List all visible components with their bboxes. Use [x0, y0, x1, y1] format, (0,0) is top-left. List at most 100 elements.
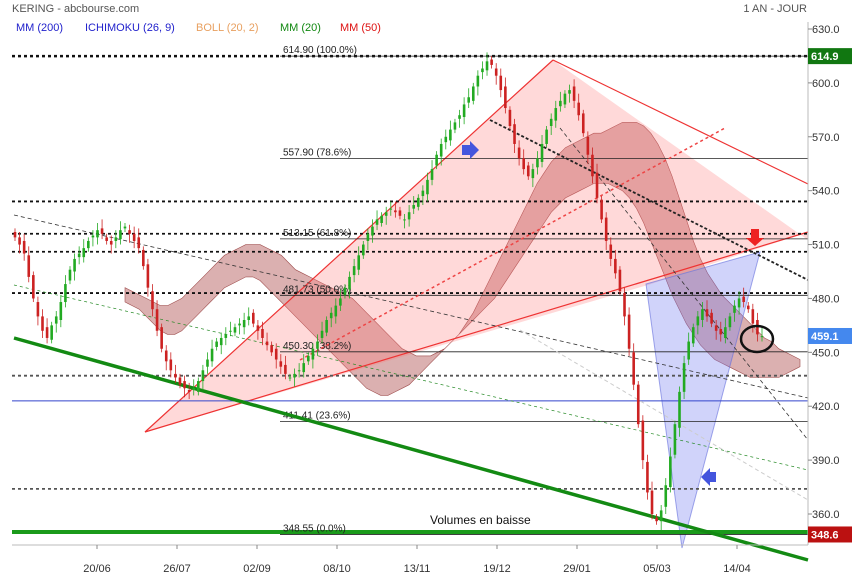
low-price-badge-bg	[808, 526, 852, 543]
fib-label-5: 411.41 (23.6%)	[283, 411, 351, 422]
highlight-circle	[739, 324, 775, 354]
candle-body-113	[531, 169, 535, 179]
high-price-badge-bg	[808, 48, 852, 65]
candle-body-131	[614, 258, 617, 274]
y-tick-label-2: 420.0	[812, 401, 840, 413]
candle-body-60	[288, 377, 292, 379]
candle-body-103	[485, 61, 489, 71]
candle-body-88	[416, 197, 420, 207]
x-tick-label-6: 29/01	[563, 563, 591, 575]
candle-body-157	[733, 305, 736, 313]
candle-body-130	[609, 244, 613, 259]
candle-body-55	[265, 341, 269, 346]
candle-body-108	[508, 109, 512, 126]
candle-body-35	[174, 373, 177, 378]
candle-body-51	[247, 316, 251, 320]
candle-body-136	[636, 384, 640, 425]
candle-body-106	[499, 75, 503, 91]
candle-body-69	[329, 312, 333, 319]
candle-body-95	[449, 129, 452, 141]
candle-body-78	[371, 226, 374, 236]
candle-body-119	[559, 100, 562, 107]
y-tick-label-8: 600.0	[812, 78, 840, 90]
legend-mm50[interactable]: MM (50)	[340, 22, 381, 34]
candle-body-18	[96, 230, 99, 238]
candle-body-61	[293, 373, 296, 378]
fib-label-1: 557.90 (78.6%)	[283, 148, 351, 159]
candles	[13, 52, 764, 531]
y-axis: 360.0 390.0 420.0 450.0 480.0 510.0 540.0 570.0…	[807, 22, 840, 545]
candle-body-117	[549, 118, 553, 126]
red-dashed-trend	[299, 127, 726, 361]
candle-body-76	[361, 244, 365, 256]
candle-body-14	[77, 253, 81, 258]
y-tick-label-4: 480.0	[812, 293, 840, 305]
candle-body-155	[724, 327, 727, 338]
x-tick-label-3: 08/10	[323, 563, 351, 575]
candle-body-139	[650, 490, 654, 514]
chart-markers: Volumes en baisse	[430, 141, 775, 527]
candle-body-0	[13, 231, 17, 238]
candle-body-28	[142, 249, 145, 267]
high-price-badge-label: 614.9	[811, 51, 839, 63]
candle-body-91	[430, 169, 434, 180]
candle-body-94	[444, 136, 448, 143]
candle-body-19	[100, 228, 104, 234]
black-dashed-trend-3	[559, 127, 809, 441]
fib-label-3: 481.73 (50.0%)	[283, 284, 351, 295]
candle-body-34	[169, 359, 173, 371]
candle-body-133	[623, 293, 626, 317]
blue-arrow-right-icon	[462, 141, 479, 159]
candle-body-43	[210, 348, 214, 362]
candle-body-128	[600, 199, 603, 220]
candle-body-45	[219, 337, 223, 346]
candle-body-101	[476, 75, 480, 87]
x-tick-label-4: 13/11	[404, 563, 431, 575]
candle-body-2	[22, 240, 26, 254]
candle-body-125	[586, 136, 590, 155]
candle-body-132	[618, 269, 622, 292]
candle-body-93	[439, 143, 443, 157]
candle-body-33	[164, 350, 168, 362]
candle-body-44	[215, 341, 218, 347]
legend-ichimoku[interactable]: ICHIMOKU (26, 9)	[85, 22, 175, 34]
legend-mm20[interactable]: MM (20)	[280, 22, 321, 34]
candle-body-102	[481, 68, 484, 73]
candle-body-13	[73, 258, 76, 272]
blue-reversal-zone	[645, 251, 761, 549]
candle-body-32	[160, 327, 163, 349]
candle-body-72	[343, 287, 347, 295]
candle-body-58	[279, 361, 283, 367]
candle-body-73	[348, 276, 351, 290]
candle-body-114	[536, 158, 539, 168]
candle-body-90	[426, 179, 429, 195]
triangle-zones	[144, 59, 809, 549]
candle-body-4	[32, 275, 35, 299]
candle-body-99	[467, 97, 470, 103]
candle-body-41	[201, 370, 205, 382]
candle-body-23	[119, 230, 122, 240]
wedge-resistance-line	[552, 59, 809, 185]
candle-body-135	[632, 352, 635, 385]
candle-body-104	[490, 59, 493, 65]
candle-body-141	[659, 510, 663, 522]
candle-body-137	[641, 420, 645, 461]
candle-body-163	[760, 336, 764, 338]
fib-label-0: 614.90 (100.0%)	[283, 45, 357, 56]
candle-body-54	[261, 328, 264, 338]
candle-body-154	[719, 328, 723, 335]
candle-body-77	[366, 233, 370, 241]
chart-period: 1 AN - JOUR	[743, 3, 807, 15]
x-tick-label-5: 19/12	[483, 563, 511, 575]
candle-body-59	[284, 364, 287, 374]
y-tick-label-3: 450.0	[812, 347, 840, 359]
candle-body-57	[274, 348, 278, 360]
last-price-badge-bg	[808, 327, 852, 344]
y-tick-label-5: 510.0	[812, 240, 840, 252]
legend-mm200[interactable]: MM (200)	[16, 22, 64, 34]
legend-bollinger[interactable]: BOLL (20, 2)	[196, 22, 259, 34]
candle-body-10	[59, 302, 63, 320]
candle-body-149	[696, 316, 700, 326]
candle-body-63	[302, 363, 306, 373]
